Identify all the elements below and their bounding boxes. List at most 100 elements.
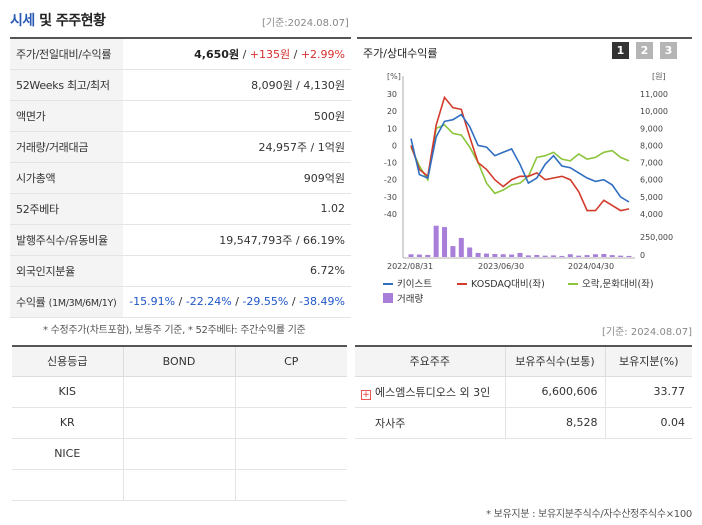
- column-header: 보유주식수(보통): [504, 346, 605, 377]
- right-axis-tick: 6,000: [640, 176, 663, 185]
- volume-bar: [483, 253, 489, 257]
- holder-pct: 0.04: [604, 407, 692, 439]
- price-line: [410, 113, 630, 203]
- separator: /: [175, 295, 186, 308]
- legend-price-label: 키이스트: [397, 279, 432, 290]
- cp-rating: [234, 438, 347, 470]
- quote-row-foreign: 외국인지분율 6.72%: [10, 255, 351, 287]
- volume-bar: [567, 254, 573, 257]
- shareholder-footnote: * 보유지분 : 보유지분주식수/자수산정주식수×100: [486, 509, 692, 520]
- table-row: [12, 469, 347, 501]
- volume-bar: [551, 255, 557, 257]
- holder-name: 에스엠스튜디오스 외 3인: [375, 385, 491, 399]
- quote-value: 6.72%: [123, 255, 351, 287]
- left-axis-tick: 10: [387, 124, 397, 133]
- column-header: BOND: [122, 346, 235, 377]
- quote-row-volume: 거래량/거래대금 24,957주 / 1억원: [10, 131, 351, 163]
- stock-chart: [%] [원] 30 20 10 0 -10 -20 -30 -40 11,000 10,000…: [383, 72, 673, 305]
- left-axis-tick: 0: [392, 141, 397, 150]
- rating-agency: KR: [12, 407, 123, 439]
- return-3m: -22.24%: [185, 295, 232, 308]
- left-axis-tick: -20: [384, 176, 397, 185]
- quote-label: 52주베타: [10, 193, 124, 225]
- left-axis-tick: -10: [384, 159, 397, 168]
- volume-bar: [450, 246, 456, 257]
- volume-bar: [525, 255, 531, 257]
- credit-rating-table: 신용등급 BOND CP KIS KR NICE: [12, 345, 347, 501]
- volume-bar: [601, 254, 607, 257]
- legend-volume-label: 거래량: [397, 293, 423, 305]
- legend-culture-label: 오락,문화대비(좌): [582, 278, 654, 290]
- volume-bar: [433, 225, 439, 257]
- return-6m: -29.55%: [242, 295, 289, 308]
- table-row: 자사주 8,528 0.04: [355, 407, 692, 439]
- bond-rating: [122, 438, 235, 470]
- volume-bar: [559, 255, 565, 257]
- quote-row-52weeks: 52Weeks 최고/최저 8,090원 / 4,130원: [10, 69, 351, 101]
- quote-label: 주가/전일대비/수익률: [10, 38, 124, 70]
- x-tick: 2024/04/30: [568, 262, 614, 271]
- separator: /: [290, 47, 301, 61]
- separator: /: [239, 47, 250, 61]
- volume-bar: [509, 254, 515, 257]
- separator: /: [231, 295, 243, 308]
- quote-value: 8,090원 / 4,130원: [123, 69, 351, 101]
- chart-page-2-button[interactable]: 2: [636, 42, 653, 59]
- volume-bar: [517, 252, 523, 257]
- holder-name-cell[interactable]: + 에스엠스튜디오스 외 3인: [355, 376, 505, 408]
- reference-date: [기준:2024.08.07]: [262, 18, 349, 29]
- price-rate: +2.99%: [300, 47, 345, 61]
- chart-page-1-button[interactable]: 1: [612, 42, 629, 59]
- quote-value: 19,547,793주 / 66.19%: [123, 224, 351, 256]
- volume-bar: [542, 255, 548, 257]
- left-axis-tick: -40: [384, 210, 397, 219]
- cp-rating: [234, 376, 347, 408]
- chart-page-3-button[interactable]: 3: [660, 42, 677, 59]
- column-header: 주요주주: [355, 346, 505, 377]
- volume-bar: [492, 254, 498, 257]
- quote-row-shares: 발행주식수/유동비율 19,547,793주 / 66.19%: [10, 224, 351, 256]
- volume-bar: [425, 254, 431, 257]
- chart-panel: [357, 37, 692, 312]
- volume-bar: [576, 255, 582, 257]
- volume-bar: [618, 255, 624, 257]
- volume-bar: [458, 237, 464, 257]
- right-axis-tick: 7,000: [640, 159, 663, 168]
- quote-value: 909억원: [123, 162, 351, 194]
- legend-volume-swatch: [383, 293, 393, 303]
- cp-rating: [234, 407, 347, 439]
- quote-label: 외국인지분율: [10, 255, 124, 287]
- quote-value: 4,650원 / +135원 / +2.99%: [123, 38, 351, 70]
- holder-shares: 8,528: [504, 407, 605, 439]
- kosdaq-relative-line: [410, 95, 630, 212]
- shareholder-table: 주요주주 보유주식수(보통) 보유지분(%) + 에스엠스튜디오스 외 3인 6,…: [355, 345, 692, 439]
- quote-label: 수익률 (1M/3M/6M/1Y): [10, 286, 124, 318]
- holder-pct: 33.77: [604, 376, 692, 408]
- expand-icon[interactable]: +: [361, 389, 371, 400]
- right-axis-tick: 5,000: [640, 193, 663, 202]
- page-title: 시세 및 주주현황: [10, 10, 106, 30]
- chart-title: 주가/상대수익률: [363, 47, 438, 60]
- left-axis-tick: 30: [387, 90, 397, 99]
- right-axis-tick: 8,000: [640, 141, 663, 150]
- price-value: 4,650원: [194, 47, 240, 61]
- volume-bar: [475, 252, 481, 257]
- volume-bar: [592, 254, 598, 257]
- title-highlight: 시세: [10, 13, 35, 29]
- right-axis-unit: [원]: [652, 72, 666, 81]
- quote-value: 24,957주 / 1억원: [123, 131, 351, 163]
- table-row: KIS: [12, 376, 347, 408]
- left-axis-tick: -30: [384, 193, 397, 202]
- rating-agency: [12, 469, 123, 501]
- table-header-row: 주요주주 보유주식수(보통) 보유지분(%): [355, 346, 692, 377]
- quote-table: 주가/전일대비/수익률 4,650원 / +135원 / +2.99% 52We…: [10, 37, 351, 318]
- right-axis-tick: 9,000: [640, 124, 663, 133]
- volume-bar: [500, 254, 506, 257]
- returns-label-sub: (1M/3M/6M/1Y): [48, 297, 117, 309]
- legend-kosdaq-label: KOSDAQ대비(좌): [471, 279, 545, 290]
- volume-bar: [534, 254, 540, 257]
- holder-shares: 6,600,606: [504, 376, 605, 408]
- quote-row-par: 액면가 500원: [10, 100, 351, 132]
- quote-label: 발행주식수/유동비율: [10, 224, 124, 256]
- column-header: CP: [234, 346, 347, 377]
